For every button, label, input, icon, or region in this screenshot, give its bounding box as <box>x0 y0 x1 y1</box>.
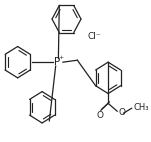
Text: O: O <box>119 108 126 117</box>
Text: Cl⁻: Cl⁻ <box>87 32 101 41</box>
Text: +: + <box>58 55 64 60</box>
Text: O: O <box>96 111 103 120</box>
Text: CH₃: CH₃ <box>133 103 149 112</box>
Text: P: P <box>54 57 61 67</box>
